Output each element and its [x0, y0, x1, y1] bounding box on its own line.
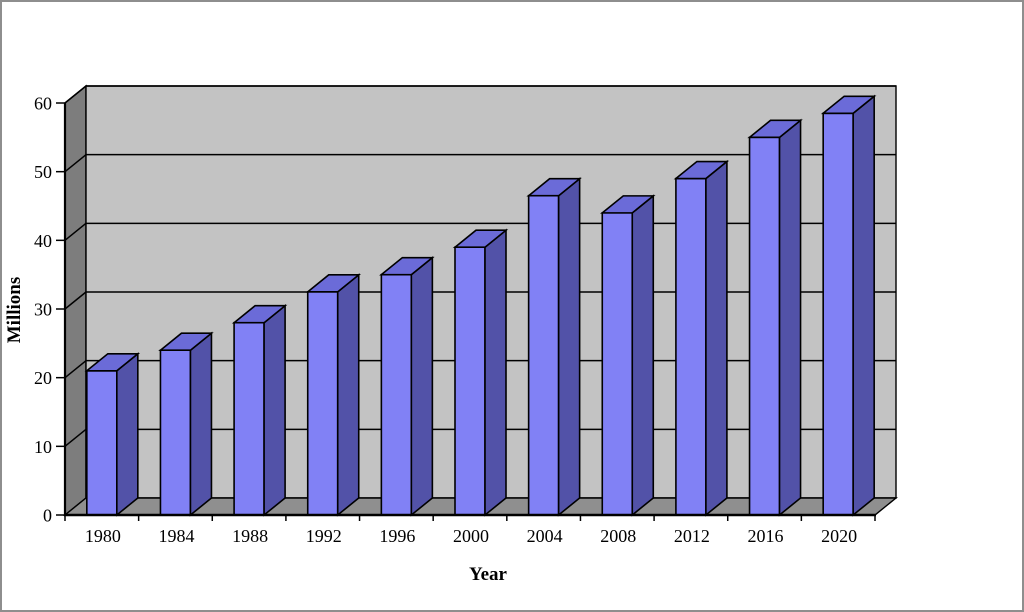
x-category-label: 2004 [527, 526, 563, 546]
x-category-label: 1980 [85, 526, 121, 546]
x-category-label: 2016 [748, 526, 784, 546]
bar-top-face [305, 274, 361, 293]
bar-side-face [631, 194, 655, 517]
bar-side-face [189, 331, 213, 517]
bar-front-face [601, 212, 634, 516]
bar-side-face [484, 228, 507, 517]
y-tick-label: 10 [34, 437, 52, 457]
bar-side-face [778, 118, 802, 517]
bar-front-face [306, 291, 339, 516]
x-category-label: 2008 [600, 526, 636, 546]
bar-front-face [822, 112, 854, 516]
x-category-label: 2012 [674, 526, 710, 546]
gridline-side-wall [64, 85, 87, 104]
bar-side-face [116, 352, 139, 517]
bar-front-face [748, 136, 781, 516]
y-tick-label: 50 [34, 162, 52, 182]
bar-side-face [410, 255, 434, 517]
y-tick-label: 30 [34, 300, 52, 320]
bar-front-face [86, 369, 118, 516]
bar-front-face [380, 273, 413, 516]
bar-top-face [747, 119, 803, 139]
bar-front-face [675, 177, 707, 516]
y-tick-label: 40 [34, 231, 52, 251]
bar-top-face [526, 177, 582, 197]
bar-side-face [705, 159, 728, 517]
bar-top-face [379, 256, 435, 276]
chart-3d-scene: 0 10 20 30 40 50 60 1980 1984 1988 1992 1996 2000 200… [34, 84, 898, 546]
x-category-label: 2000 [453, 526, 489, 546]
bar-front-face [454, 246, 486, 516]
bar-top-face [673, 160, 730, 180]
y-axis-title: Millions [4, 277, 25, 344]
x-category-label: 2020 [821, 526, 857, 546]
bar-top-face [231, 304, 288, 324]
bar-top-face [820, 95, 877, 115]
x-category-label: 1992 [306, 526, 342, 546]
y-tick-label: 0 [43, 506, 52, 526]
bar-top-face [452, 229, 509, 248]
bar-side-face [263, 304, 286, 517]
bar-top-face [158, 332, 214, 352]
gridline-side-wall [64, 222, 87, 241]
x-category-label: 1984 [158, 526, 194, 546]
x-axis-title: Year [469, 564, 508, 585]
gridline-side-wall [64, 428, 87, 447]
x-category-label: 1988 [232, 526, 268, 546]
bar-side-face [852, 94, 875, 517]
gridline-side-wall [64, 291, 87, 310]
y-tick-label: 20 [34, 368, 52, 388]
gridline-side-wall [64, 154, 87, 173]
bar-top-face [84, 352, 141, 372]
y-tick-label: 60 [34, 94, 52, 114]
gridline-side-wall [64, 360, 87, 379]
bar-side-face [557, 177, 581, 517]
bar-side-face [336, 273, 360, 517]
bar-front-face [233, 321, 265, 516]
bar-front-face [159, 349, 192, 516]
bar-front-face [527, 194, 560, 516]
bar-top-face [600, 195, 656, 214]
x-category-label: 1996 [379, 526, 415, 546]
